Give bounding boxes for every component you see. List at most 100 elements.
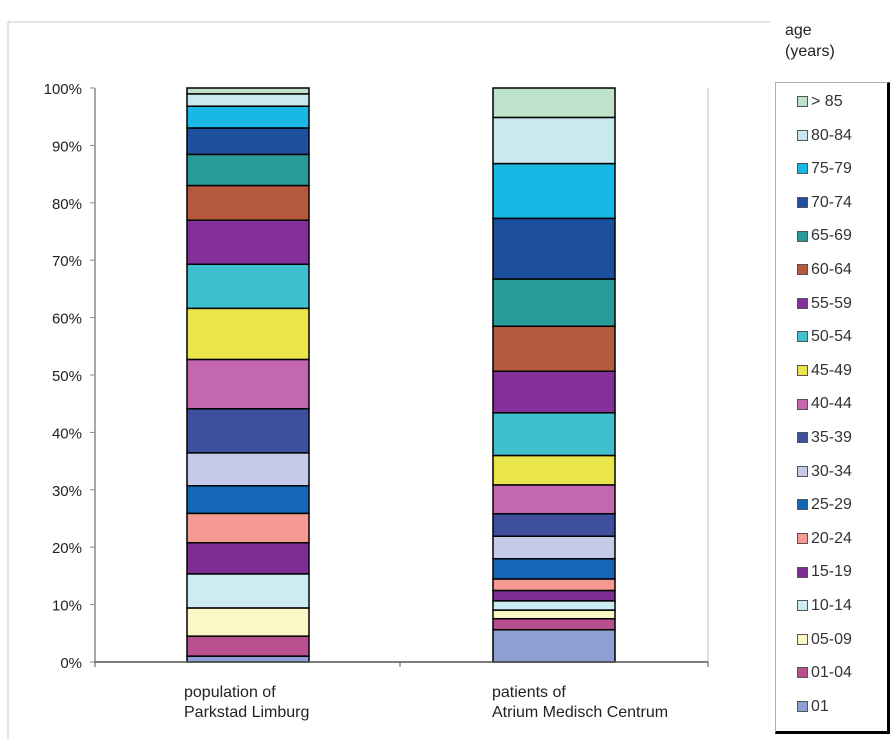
bar-segment-population-15 — [186, 127, 310, 156]
legend-swatch — [797, 264, 808, 276]
legend-swatch — [797, 533, 808, 545]
legend-item: 20-24 — [797, 529, 852, 549]
bar-segment-population-5 — [186, 512, 310, 544]
bar-segment-patients-7 — [492, 535, 616, 560]
category-label-patients: patients of Atrium Medisch Centrum — [492, 683, 668, 723]
legend-swatch — [797, 129, 808, 141]
bar-segment-population-11 — [186, 263, 310, 310]
legend-label: 55-59 — [811, 294, 852, 312]
bar-segment-patients-15 — [492, 217, 616, 280]
category-label-line1: patients of — [492, 684, 566, 701]
legend-label: 10-14 — [811, 597, 852, 614]
bar-segment-patients-14 — [492, 278, 616, 328]
bar-segment-patients-12 — [492, 370, 616, 414]
legend-label: 70-74 — [811, 193, 852, 211]
legend-item: 15-19 — [797, 562, 852, 582]
legend-item: 01-04 — [797, 663, 852, 683]
bar-segment-patients-17 — [492, 116, 616, 165]
bar-segment-patients-11 — [492, 412, 616, 457]
bar-segment-population-2 — [186, 607, 310, 637]
legend-label: 75-79 — [811, 160, 852, 178]
legend-item: 65-69 — [797, 226, 852, 246]
legend-item: 45-49 — [797, 361, 852, 381]
legend-item: 01 — [797, 697, 829, 717]
legend-label: 20-24 — [811, 529, 852, 547]
bar-segment-population-3 — [186, 573, 310, 609]
bar-segment-population-13 — [186, 184, 310, 221]
bar-segment-population-1 — [186, 635, 310, 657]
y-tick-label: 70% — [52, 253, 82, 270]
legend-label: 80-84 — [811, 126, 852, 144]
legend-swatch — [797, 633, 808, 645]
legend-item: 55-59 — [797, 294, 852, 314]
legend-swatch — [797, 163, 808, 175]
legend-swatch — [797, 230, 808, 242]
bar-segment-population-8 — [186, 408, 310, 454]
legend-label: > 85 — [811, 93, 843, 110]
bar-segment-population-14 — [186, 153, 310, 187]
y-tick-label: 40% — [52, 425, 82, 442]
y-tick-label: 0% — [60, 655, 82, 672]
legend-title-line1: age — [785, 22, 812, 39]
legend-swatch — [797, 331, 808, 343]
legend-swatch — [797, 701, 808, 713]
bar-segment-patients-9 — [492, 484, 616, 515]
bar-segment-patients-13 — [492, 325, 616, 373]
category-label-line2: Parkstad Limburg — [184, 704, 310, 721]
bar-segment-patients-10 — [492, 454, 616, 486]
bar-segment-population-6 — [186, 484, 310, 515]
legend-label: 30-34 — [811, 462, 852, 480]
bar-segment-patients-4 — [492, 589, 616, 602]
bar-segment-population-12 — [186, 219, 310, 266]
legend-title-line2: (years) — [785, 43, 835, 60]
bar-segment-patients-3 — [492, 600, 616, 611]
legend-label: 40-44 — [811, 395, 852, 413]
legend-item: 75-79 — [797, 159, 852, 179]
legend-swatch — [797, 365, 808, 377]
legend-label: 50-54 — [811, 328, 852, 346]
legend-title: age (years) — [785, 20, 835, 62]
legend-label: 01-04 — [811, 664, 852, 682]
category-label-line1: population of — [184, 684, 276, 701]
legend-label: 60-64 — [811, 261, 852, 278]
legend-swatch — [797, 566, 808, 578]
legend-label: 05-09 — [811, 630, 852, 648]
legend-swatch — [797, 499, 808, 511]
bar-segment-patients-0 — [492, 628, 616, 663]
legend-item: 40-44 — [797, 394, 852, 414]
legend-label: 35-39 — [811, 429, 852, 446]
y-tick-label: 20% — [52, 540, 82, 557]
legend-swatch — [797, 398, 808, 410]
legend-item: 10-14 — [797, 596, 852, 616]
legend-item: 35-39 — [797, 428, 852, 448]
legend-item: 50-54 — [797, 327, 852, 347]
legend-label: 45-49 — [811, 361, 852, 379]
legend-label: 65-69 — [811, 227, 852, 245]
legend-swatch — [797, 197, 808, 209]
bar-segment-population-9 — [186, 358, 310, 410]
legend-label: 01 — [811, 697, 829, 715]
legend-swatch — [797, 96, 808, 108]
bar-segment-patients-8 — [492, 512, 616, 537]
legend — [775, 82, 890, 734]
y-tick-label: 80% — [52, 196, 82, 213]
y-tick-label: 10% — [52, 598, 82, 615]
category-label-line2: Atrium Medisch Centrum — [492, 704, 669, 721]
category-label-population: population of Parkstad Limburg — [184, 683, 309, 723]
legend-item: > 85 — [797, 92, 843, 112]
y-tick-label: 100% — [44, 81, 82, 98]
bar-segment-patients-6 — [492, 557, 616, 580]
legend-item: 60-64 — [797, 260, 852, 280]
bar-segment-patients-1 — [492, 617, 616, 631]
bar-segment-patients-18 — [492, 87, 616, 119]
bar-segment-population-10 — [186, 307, 310, 361]
bar-segment-population-16 — [186, 105, 310, 129]
y-tick-label: 50% — [52, 368, 82, 385]
y-tick-label: 90% — [52, 138, 82, 155]
bar-segment-patients-2 — [492, 609, 616, 620]
legend-item: 05-09 — [797, 630, 852, 650]
legend-swatch — [797, 432, 808, 444]
legend-item: 80-84 — [797, 126, 852, 146]
legend-swatch — [797, 667, 808, 679]
